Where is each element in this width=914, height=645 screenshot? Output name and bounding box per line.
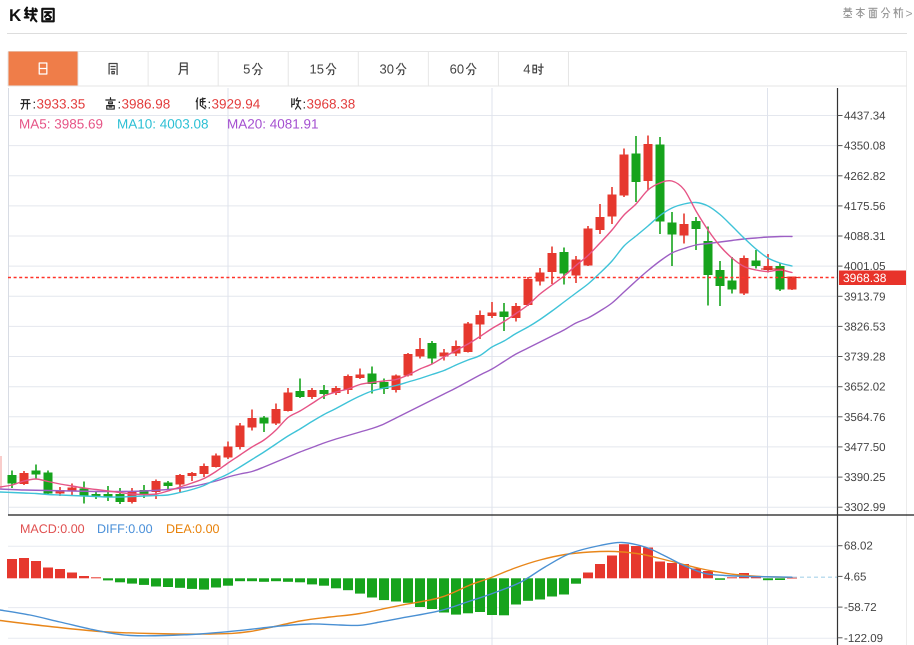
svg-text:-122.09: -122.09 [844, 633, 883, 645]
svg-text:4437.34: 4437.34 [844, 111, 886, 123]
svg-text:4088.31: 4088.31 [844, 231, 886, 243]
svg-text:4350.08: 4350.08 [844, 141, 886, 153]
svg-text:-58.72: -58.72 [844, 602, 877, 614]
svg-text:3739.28: 3739.28 [844, 352, 886, 364]
svg-text:3986.98: 3986.98 [122, 97, 171, 112]
svg-text:3477.50: 3477.50 [844, 442, 886, 454]
svg-text:5: 5 [243, 62, 250, 77]
svg-text::: : [303, 97, 307, 112]
svg-text:DEA:0.00: DEA:0.00 [166, 522, 220, 536]
svg-text::: : [118, 97, 122, 112]
svg-text:3652.02: 3652.02 [844, 382, 886, 394]
svg-text:3302.99: 3302.99 [844, 502, 886, 514]
svg-text::: : [33, 97, 37, 112]
svg-text:K: K [9, 6, 22, 25]
svg-text:4262.82: 4262.82 [844, 171, 886, 183]
svg-text:3929.94: 3929.94 [212, 97, 261, 112]
svg-text:>: > [906, 7, 913, 21]
svg-text:3390.25: 3390.25 [844, 472, 886, 484]
svg-text:4.65: 4.65 [844, 571, 866, 583]
svg-text:60: 60 [450, 62, 464, 77]
svg-text:DIFF:0.00: DIFF:0.00 [97, 522, 153, 536]
svg-text:MA10: 4003.08: MA10: 4003.08 [117, 117, 209, 132]
svg-text::: : [208, 97, 212, 112]
svg-text:MA20: 4081.91: MA20: 4081.91 [227, 117, 319, 132]
svg-text:3913.79: 3913.79 [844, 291, 886, 303]
svg-text:3826.53: 3826.53 [844, 321, 886, 333]
svg-text:3933.35: 3933.35 [37, 97, 86, 112]
svg-text:68.02: 68.02 [844, 541, 873, 553]
svg-text:3968.38: 3968.38 [307, 97, 356, 112]
svg-text:30: 30 [380, 62, 394, 77]
svg-text:MA5: 3985.69: MA5: 3985.69 [19, 117, 103, 132]
svg-text:4175.56: 4175.56 [844, 201, 886, 213]
svg-text:4: 4 [523, 62, 530, 77]
svg-text:MACD:0.00: MACD:0.00 [20, 522, 85, 536]
svg-text:4001.05: 4001.05 [844, 261, 886, 273]
svg-text:15: 15 [310, 62, 324, 77]
svg-text:3968.38: 3968.38 [843, 271, 887, 285]
svg-text:3564.76: 3564.76 [844, 412, 886, 424]
